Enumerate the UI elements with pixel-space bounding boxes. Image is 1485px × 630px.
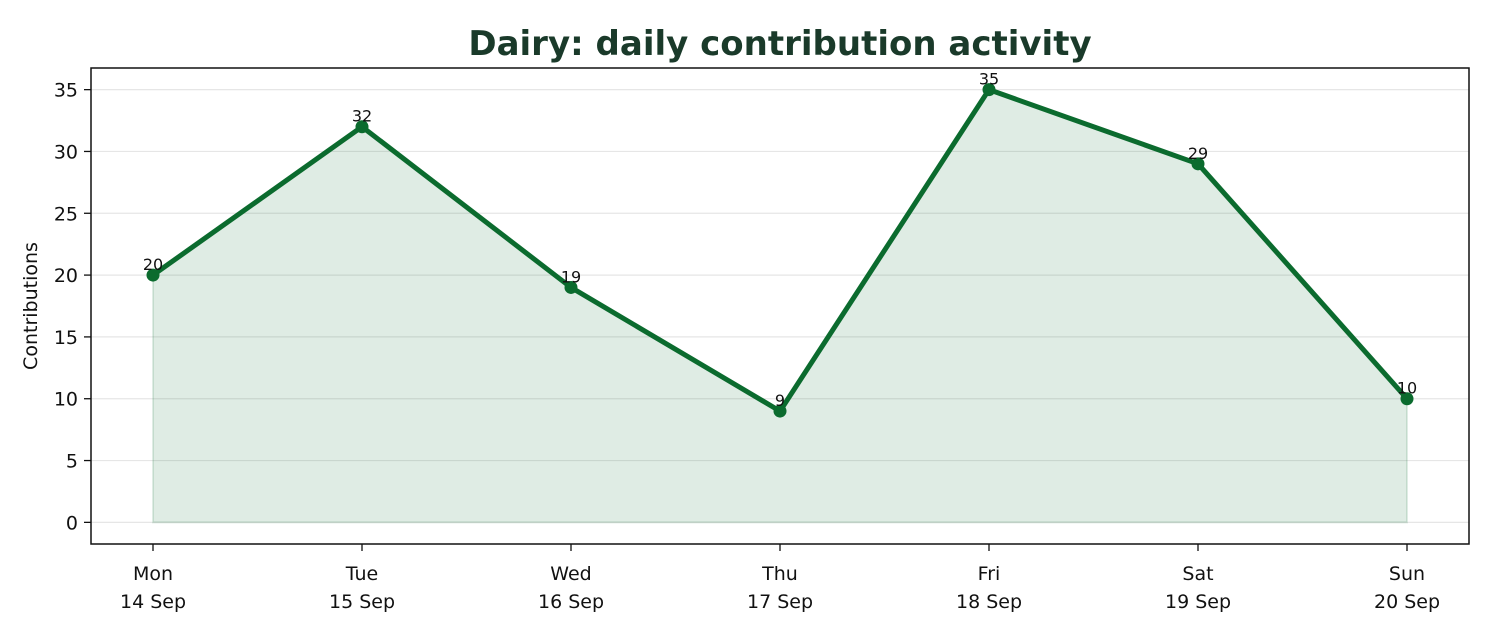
y-tick-label-3: 15 [54,327,78,349]
x-tick-label-day-0: Mon [133,563,173,585]
y-tick-label-6: 30 [54,141,78,163]
data-point-0 [146,268,160,282]
x-tick-label-date-0: 14 Sep [120,591,186,613]
y-tick-label-1: 5 [66,451,78,473]
y-axis: 0 5 10 15 20 25 30 35 [54,80,91,534]
x-tick-label-day-4: Fri [978,563,1001,585]
data-point-2 [564,280,578,294]
y-tick-label-7: 35 [54,80,78,102]
x-tick-label-day-1: Tue [345,563,378,585]
data-labels: 20 32 19 9 35 29 10 [143,70,1417,410]
y-tick-label-5: 25 [54,203,78,225]
data-label-0: 20 [143,255,163,274]
grid-lines [91,89,1469,523]
data-point-6 [1400,392,1414,406]
data-point-3 [773,404,787,418]
x-tick-label-day-3: Thu [761,563,798,585]
data-label-1: 32 [352,107,372,126]
y-tick-label-4: 20 [54,265,78,287]
x-tick-label-date-6: 20 Sep [1374,591,1440,613]
data-label-3: 9 [775,391,785,410]
x-tick-label-date-4: 18 Sep [956,591,1022,613]
data-label-6: 10 [1397,379,1417,398]
data-label-4: 35 [979,70,999,89]
x-tick-label-date-3: 17 Sep [747,591,813,613]
data-label-2: 19 [561,267,581,286]
data-point-5 [1191,157,1205,171]
data-label-5: 29 [1188,144,1208,163]
y-tick-label-0: 0 [66,512,78,534]
x-axis: Mon 14 Sep Tue 15 Sep Wed 16 Sep Thu 17 Sep Fri 1… [120,544,1440,613]
y-axis-label: Contributions [20,242,42,370]
area-fill [152,88,1408,524]
x-tick-label-date-2: 16 Sep [538,591,604,613]
data-point-1 [355,120,369,134]
data-point-4 [982,83,996,97]
data-points [146,83,1414,418]
chart-title: Dairy: daily contribution activity [468,24,1091,64]
x-tick-label-date-1: 15 Sep [329,591,395,613]
x-tick-label-day-6: Sun [1389,563,1425,585]
x-tick-label-day-2: Wed [550,563,591,585]
x-tick-label-date-5: 19 Sep [1165,591,1231,613]
x-tick-label-day-5: Sat [1182,563,1213,585]
y-tick-label-2: 10 [54,389,78,411]
